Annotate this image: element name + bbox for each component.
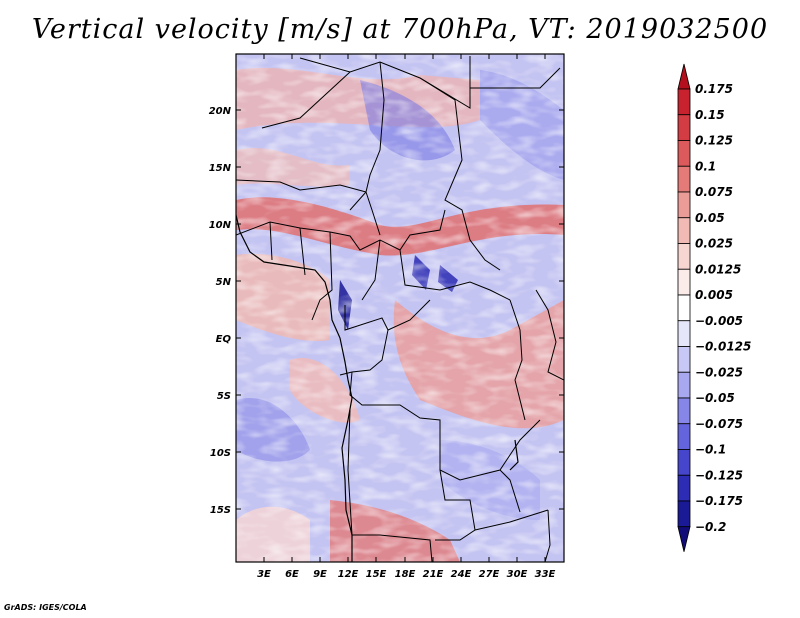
colorbar-label: 0.025 (695, 237, 733, 251)
colorbar-label: 0.125 (695, 134, 733, 148)
chart-title: Vertical velocity [m/s] at 700hPa, VT: 2… (31, 14, 769, 45)
lon-tick-label: 27E (479, 569, 500, 580)
colorbar-bottom-arrow (677, 526, 691, 552)
colorbar-label: −0.2 (695, 520, 726, 534)
country-borders (236, 56, 564, 562)
colorbar-label: −0.175 (695, 494, 743, 508)
lon-tick-label: 33E (535, 569, 556, 580)
colorbar-label: 0.175 (695, 82, 733, 96)
lon-tick-label: 18E (395, 569, 416, 580)
lat-tick-label: 5N (216, 277, 232, 288)
lon-tick-labels: 3E 6E 9E 12E 15E 18E 21E 24E 27E 30E 33E (257, 569, 555, 580)
colorbar-segment (677, 268, 691, 296)
lon-tick-label: 24E (451, 569, 472, 580)
colorbar-segment (677, 423, 691, 450)
lat-tick-label: 10N (209, 220, 232, 231)
colorbar-segment (677, 165, 691, 193)
colorbar-segment (677, 320, 691, 347)
colorbar-label: 0.075 (695, 185, 733, 199)
colorbar-label: −0.005 (695, 314, 743, 328)
lon-tick-label: 21E (423, 569, 444, 580)
lon-tick-label: 6E (285, 569, 299, 580)
colorbar-segment (677, 294, 691, 322)
lon-tick-label: 15E (366, 569, 387, 580)
lat-tick-label: 10S (210, 448, 231, 459)
colorbar-segment (677, 346, 691, 373)
colorbar-segment (677, 243, 691, 270)
lat-tick-labels: 20N 15N 10N 5N EQ 5S 10S 15S (209, 106, 232, 516)
colorbar-label: 0.05 (695, 211, 725, 225)
colorbar-segment (677, 88, 691, 116)
lat-tick-label: 20N (209, 106, 232, 117)
colorbar-segment (677, 474, 691, 502)
colorbar-segment (677, 140, 691, 167)
colorbar-label: −0.025 (695, 365, 743, 379)
lat-tick-label: 15N (209, 163, 232, 174)
colorbar-label: 0.1 (695, 159, 716, 173)
colorbar-segment (677, 449, 691, 476)
colorbar-segment (677, 114, 691, 141)
colorbar-segment (677, 191, 691, 219)
colorbar-segment (677, 217, 691, 244)
colorbar-top-arrow (677, 63, 691, 90)
colorbar-label: −0.05 (695, 391, 735, 405)
coastline (236, 214, 519, 562)
colorbar-label: 0.15 (695, 108, 725, 122)
lon-tick-label: 9E (313, 569, 327, 580)
lat-tick-label: 5S (217, 391, 231, 402)
colorbar-label: −0.125 (695, 468, 743, 482)
colorbar-label: −0.075 (695, 417, 743, 431)
colorbar-segment (677, 500, 691, 528)
credit-text: GrADS: IGES/COLA (4, 603, 87, 612)
lon-tick-label: 12E (338, 569, 359, 580)
colorbar-segment (677, 371, 691, 399)
lon-axis (263, 54, 546, 562)
velocity-field (236, 54, 564, 562)
map-frame (235, 53, 565, 563)
colorbar-label: 0.005 (695, 288, 733, 302)
lat-tick-label: EQ (216, 334, 232, 345)
colorbar-label: −0.0125 (695, 340, 751, 354)
lat-tick-label: 15S (210, 505, 231, 516)
lon-tick-label: 30E (507, 569, 528, 580)
colorbar-label: −0.1 (695, 443, 726, 457)
colorbar-segment (677, 397, 691, 425)
lat-axis (236, 109, 564, 510)
lon-tick-label: 3E (257, 569, 271, 580)
colorbar-label: 0.0125 (695, 262, 741, 276)
colorbar: 0.175 0.15 0.125 0.1 0.075 0.05 0.025 0.0125 0.0… (677, 63, 751, 552)
